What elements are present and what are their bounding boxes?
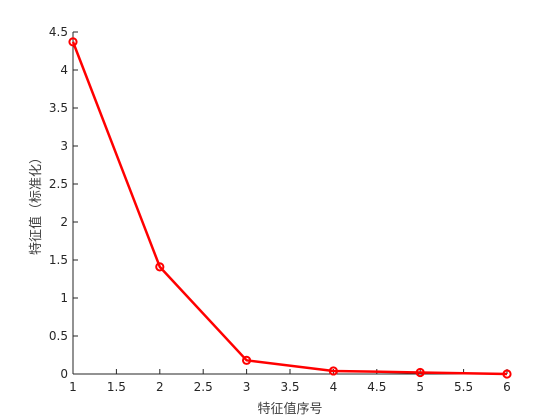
y-tick-label: 3.5 — [49, 101, 68, 115]
x-tick-label: 5.5 — [454, 380, 473, 394]
data-point-marker — [68, 37, 78, 47]
y-axis-label: 特征值（标准化） — [28, 151, 44, 255]
y-tick-label: 4.5 — [49, 25, 68, 39]
x-tick-label: 3.5 — [280, 380, 299, 394]
data-point-marker — [242, 355, 252, 365]
x-tick-label: 2.5 — [194, 380, 213, 394]
x-axis-label: 特征值序号 — [257, 401, 322, 417]
x-tick-label: 6 — [503, 380, 511, 394]
y-tick-label: 3 — [60, 139, 68, 153]
x-tick-label: 1 — [69, 380, 77, 394]
x-tick-label: 4 — [330, 380, 338, 394]
x-tick-label: 2 — [156, 380, 164, 394]
data-point-marker — [328, 366, 338, 376]
y-tick-label: 2 — [60, 215, 68, 229]
y-tick-label: 0.5 — [49, 329, 68, 343]
data-point-marker — [155, 262, 165, 272]
y-tick-label: 0 — [60, 367, 68, 381]
series-line — [71, 41, 508, 376]
axes — [72, 32, 507, 375]
y-tick-label: 1.5 — [49, 253, 68, 267]
y-tick-label: 4 — [60, 63, 68, 77]
x-tick-label: 3 — [243, 380, 251, 394]
x-tick-label: 5 — [416, 380, 424, 394]
y-tick-label: 1 — [60, 291, 68, 305]
series — [68, 37, 512, 379]
x-tick-label: 1.5 — [107, 380, 126, 394]
y-ticks: 0 0.5 1 1.5 2 2.5 3 3.5 4 4.5 — [49, 25, 78, 381]
x-tick-label: 4.5 — [367, 380, 386, 394]
y-tick-label: 2.5 — [49, 177, 68, 191]
data-point-marker — [502, 369, 512, 379]
data-point-marker — [415, 367, 425, 378]
